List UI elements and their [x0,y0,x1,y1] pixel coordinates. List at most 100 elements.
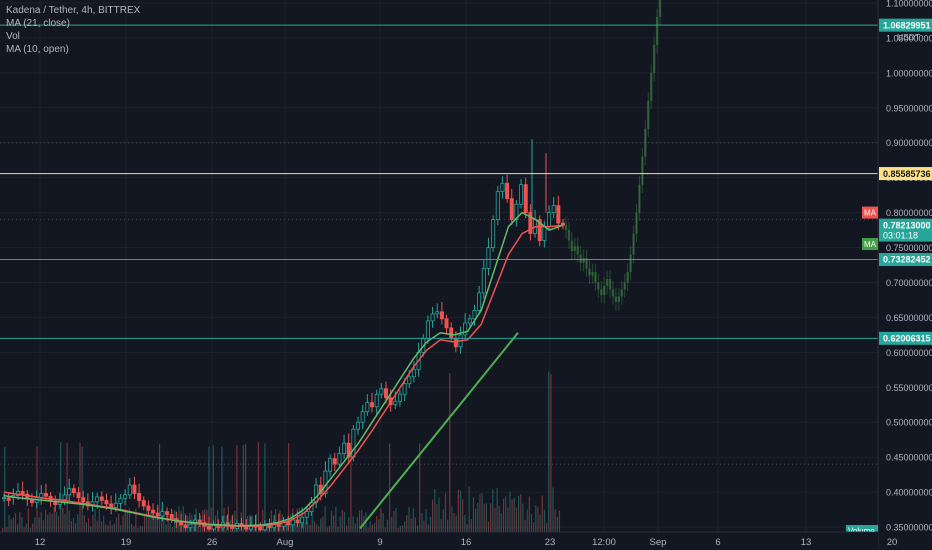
volume-bar [283,523,285,532]
volume-bar [34,517,36,532]
candle [351,428,356,458]
candle [43,493,48,497]
forecast-candle [617,296,621,303]
y-tick-label: 1.10000000 [886,0,932,9]
level-price-badge [879,18,932,32]
volume-bar [182,506,184,532]
volume-bar [485,503,487,532]
volume-bar [311,505,313,532]
volume-bar [158,443,161,532]
volume-bar [154,516,156,532]
y-tick-label: 0.55000000 [886,383,932,393]
currency-label: USDT [897,32,920,42]
legend-ma-10[interactable]: MA (10, open) [6,44,69,55]
ma-badge [862,206,878,219]
volume-bar [444,493,447,532]
volume-bar [6,526,8,532]
candle [132,484,137,494]
legend-symbol[interactable]: Kadena / Tether, 4h, BITTREX [6,5,141,16]
forecast-candle [564,225,568,231]
candle [300,516,305,524]
volume-bar [201,510,204,532]
level-price-badge [879,331,932,345]
legend-vol[interactable]: Vol [6,31,20,42]
y-tick-label: 0.35000000 [886,523,932,533]
volume-bar [459,490,462,532]
volume-bar [307,522,309,532]
level-price-badge [879,167,932,181]
candle [6,497,11,501]
y-tick-label: 1.05000000 [886,33,932,43]
volume-bar [451,506,453,532]
candle [155,512,160,517]
volume-bar [315,524,318,532]
volume-bar [115,517,118,532]
volume-bar [238,523,240,532]
candle [332,458,337,465]
volume-badge-label: Volume [848,527,875,536]
volume-bar [156,508,158,532]
volume-bar [251,515,253,532]
x-tick-label: 13 [801,537,812,548]
volume-bar [169,523,171,532]
forecast-candle [635,212,638,234]
volume-bar [208,446,210,532]
countdown-label: 03:01:18 [883,231,918,241]
volume-bar [165,524,167,532]
volume-bar [333,515,335,532]
x-tick-label: 6 [715,537,720,548]
candle [337,453,342,465]
volume-bar [541,495,543,532]
y-tick-label: 0.95000000 [886,103,932,113]
candle [76,492,81,499]
forecast-candle [585,258,588,269]
volume-bar [483,504,485,532]
candle [495,191,500,220]
volume-bar [171,526,174,532]
volume-bar [533,522,535,532]
volume-bar [361,510,363,532]
candle [2,497,7,500]
volume-bar [326,527,328,532]
volume-bar [17,524,19,532]
legend-ma-21[interactable]: MA (21, close) [6,18,70,29]
volume-bar [537,506,539,532]
forecast-candle [588,268,591,276]
volume-bar [558,510,561,532]
volume-bar [382,513,384,532]
volume-bar [236,445,238,532]
forecast-candle [594,271,597,283]
candle [547,212,552,227]
volume-bar [120,524,122,532]
volume-bar [449,373,451,532]
volume-bar [442,509,444,532]
volume-bar [373,523,376,532]
chart-legend: Kadena / Tether, 4h, BITTREX MA (21, clo… [6,4,140,56]
volume-bar [2,528,4,532]
level-price-label: 0.73282452 [883,255,931,265]
volume-bar [313,521,315,532]
candle [379,388,384,395]
forecast-candle [638,184,641,213]
volume-bar [55,511,57,532]
x-tick-label: 12 [35,537,46,548]
level-price-badge [879,253,932,267]
volume-bar [335,506,337,532]
volume-bar [234,510,236,532]
volume-bar [287,443,290,532]
candle [556,205,561,224]
volume-bar [19,511,21,532]
volume-badge [846,525,878,536]
volume-bar [277,526,279,532]
candle [528,212,533,234]
volume-bar [358,510,361,532]
volume-bar [356,517,358,532]
volume-bar [447,519,449,532]
volume-bar [511,499,513,532]
candle [360,411,365,423]
volume-bar [193,526,195,532]
candle [141,500,146,507]
current-price-badge [879,218,932,242]
